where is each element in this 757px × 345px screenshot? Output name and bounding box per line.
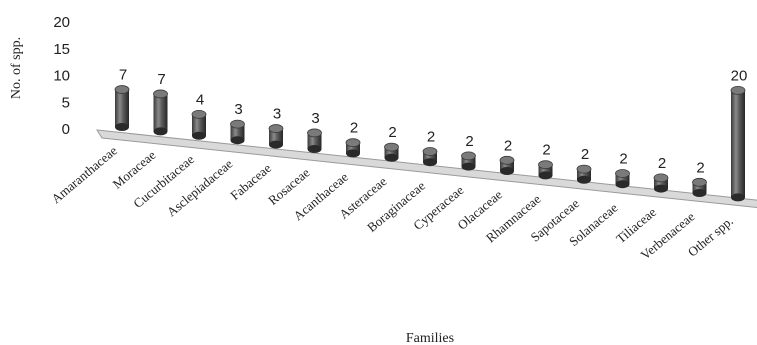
y-tick-label: 20 bbox=[53, 14, 70, 31]
bar bbox=[692, 177, 707, 197]
bar bbox=[114, 85, 130, 131]
data-label: 2 bbox=[542, 142, 550, 159]
data-label: 4 bbox=[196, 91, 204, 108]
bar bbox=[730, 86, 746, 202]
y-tick-label: 15 bbox=[53, 41, 70, 58]
data-label: 2 bbox=[504, 137, 512, 154]
bar bbox=[499, 155, 515, 175]
bar bbox=[576, 164, 592, 184]
y-tick-label: 5 bbox=[62, 94, 70, 111]
y-tick-label: 0 bbox=[62, 121, 70, 138]
category-label: Amaranthaceae bbox=[48, 143, 120, 207]
data-label: 3 bbox=[273, 106, 281, 123]
data-label: 2 bbox=[619, 151, 627, 168]
floor-plane bbox=[96, 129, 757, 209]
bar bbox=[191, 110, 207, 140]
data-label: 20 bbox=[731, 67, 748, 84]
data-label: 2 bbox=[696, 159, 704, 176]
y-tick-label: 10 bbox=[53, 68, 70, 85]
bar bbox=[615, 169, 630, 189]
chart-floor bbox=[96, 129, 757, 209]
x-axis-title: Families bbox=[406, 331, 454, 345]
bar bbox=[268, 124, 284, 149]
data-label: 7 bbox=[157, 71, 165, 88]
bar bbox=[384, 142, 399, 162]
data-label: 2 bbox=[465, 133, 473, 150]
data-label: 3 bbox=[311, 110, 319, 127]
data-label: 7 bbox=[119, 67, 127, 84]
y-axis-title: No. of spp. bbox=[9, 37, 24, 99]
bar bbox=[307, 128, 322, 153]
data-labels: 7 7 4 3 3 3 2 2 2 2 2 2 2 2 2 2 20 bbox=[119, 67, 748, 177]
bar bbox=[345, 138, 361, 158]
bar bbox=[422, 147, 438, 167]
data-label: 2 bbox=[427, 129, 435, 146]
data-label: 2 bbox=[350, 120, 358, 137]
bar bbox=[653, 173, 669, 193]
y-axis: 0 5 10 15 20 bbox=[53, 14, 70, 138]
data-label: 3 bbox=[234, 101, 242, 118]
bar bbox=[153, 89, 168, 136]
bar bbox=[538, 160, 553, 180]
bar bbox=[230, 119, 245, 145]
data-label: 2 bbox=[581, 146, 589, 163]
data-label: 2 bbox=[388, 124, 396, 141]
data-label: 2 bbox=[658, 155, 666, 172]
bar bbox=[461, 151, 476, 171]
bars bbox=[114, 85, 746, 202]
